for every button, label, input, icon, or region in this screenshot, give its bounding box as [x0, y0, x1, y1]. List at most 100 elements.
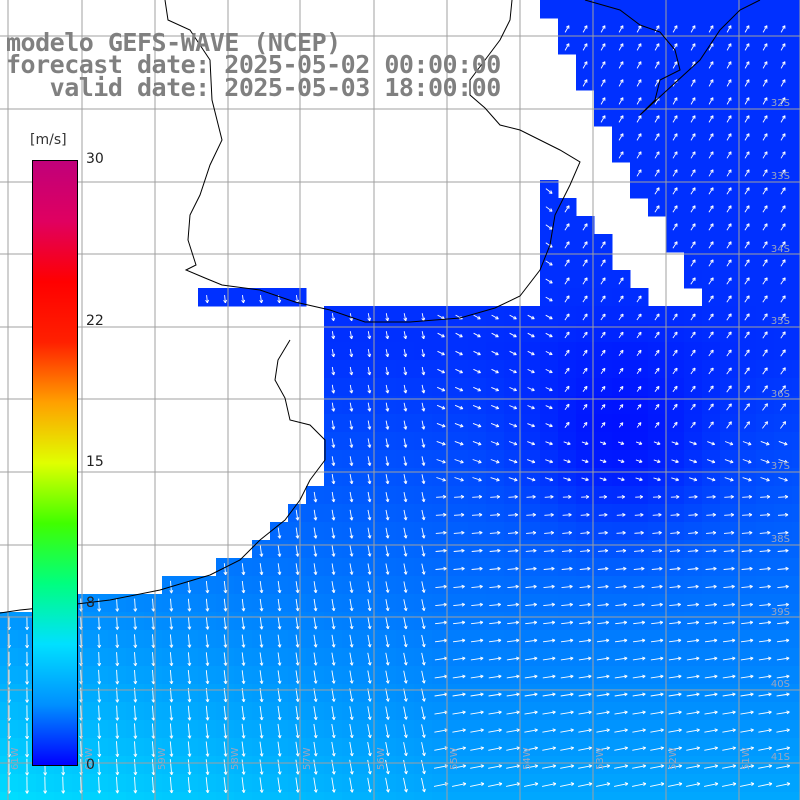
wind-arrow [349, 777, 354, 793]
wind-cell [558, 504, 577, 523]
wind-cell [342, 738, 361, 757]
wind-cell [450, 666, 469, 685]
wind-cell [378, 378, 397, 397]
wind-cell [558, 468, 577, 487]
wind-arrow [618, 61, 624, 69]
wind-cell [396, 468, 415, 487]
wind-arrow [133, 776, 138, 794]
wind-cell [288, 666, 307, 685]
wind-arrow [668, 728, 682, 733]
wind-cell [576, 504, 595, 523]
wind-arrow [349, 759, 354, 775]
wind-arrow [599, 494, 608, 499]
wind-arrow [762, 295, 768, 303]
wind-arrow [762, 421, 769, 429]
wind-arrow [436, 477, 446, 482]
wind-arrow [578, 728, 592, 733]
wind-cell [396, 342, 415, 361]
wind-arrow [708, 313, 714, 321]
wind-arrow [650, 638, 664, 643]
wind-arrow [741, 620, 754, 625]
wind-cell [738, 270, 757, 289]
wind-arrow [542, 728, 556, 733]
wind-arrow [367, 331, 372, 340]
wind-arrow [614, 692, 628, 697]
wind-cell [414, 666, 433, 685]
wind-cell [774, 36, 793, 55]
wind-arrow [654, 313, 660, 321]
wind-arrow [241, 670, 246, 684]
wind-arrow [313, 777, 318, 793]
wind-cell [504, 774, 523, 793]
wind-cell [378, 432, 397, 451]
wind-arrow [636, 385, 642, 392]
wind-cell [558, 540, 577, 559]
wind-arrow [726, 133, 732, 141]
wind-cell [486, 396, 505, 415]
wind-arrow [762, 25, 768, 33]
wind-cell [540, 486, 559, 505]
wind-arrow [744, 277, 750, 285]
wind-arrow [758, 746, 772, 751]
wind-arrow [578, 746, 592, 751]
wind-arrow [708, 79, 714, 87]
wind-cell [792, 648, 800, 667]
wind-arrow [615, 602, 627, 607]
wind-cell [378, 684, 397, 703]
wind-cell [738, 540, 757, 559]
wind-cell [630, 792, 649, 800]
wind-arrow [650, 656, 664, 661]
wind-arrow [545, 423, 553, 428]
wind-cell [36, 792, 55, 800]
wind-cell [324, 522, 343, 541]
wind-arrow [367, 599, 372, 612]
wind-cell [288, 684, 307, 703]
wind-arrow [582, 43, 588, 51]
wind-cell [324, 630, 343, 649]
wind-arrow [223, 652, 228, 666]
wind-arrow [205, 670, 210, 685]
wind-arrow [600, 404, 606, 410]
wind-cell [468, 792, 487, 800]
wind-arrow [115, 741, 120, 758]
wind-arrow [349, 331, 354, 340]
wind-cell [342, 594, 361, 613]
wind-arrow [636, 151, 642, 159]
wind-arrow [618, 277, 624, 285]
wind-arrow [597, 620, 610, 625]
wind-arrow [367, 688, 372, 702]
wind-arrow [507, 548, 519, 553]
wind-arrow [187, 580, 192, 594]
wind-cell [522, 522, 541, 541]
wind-cell [774, 756, 793, 775]
wind-cell [432, 342, 451, 361]
wind-arrow [421, 652, 426, 666]
wind-cell [522, 378, 541, 397]
wind-arrow [241, 741, 246, 757]
wind-arrow [726, 25, 732, 33]
wind-cell [576, 648, 595, 667]
wind-arrow [313, 741, 318, 757]
wind-cell [432, 756, 451, 775]
wind-cell [342, 414, 361, 433]
wind-cell [612, 18, 631, 37]
wind-arrow [777, 584, 789, 589]
wind-arrow [704, 764, 719, 769]
wind-arrow [780, 295, 786, 303]
wind-cell [342, 486, 361, 505]
wind-arrow [367, 527, 372, 539]
wind-arrow [707, 441, 716, 446]
wind-cell [612, 468, 631, 487]
wind-arrow [133, 741, 138, 757]
wind-arrow [527, 314, 535, 320]
wind-arrow [722, 710, 736, 715]
wind-cell [792, 702, 800, 721]
wind-arrow [385, 652, 390, 666]
wind-cell [702, 792, 721, 800]
wind-arrow [564, 205, 570, 213]
wind-arrow [25, 723, 29, 740]
wind-cell [756, 468, 775, 487]
wind-cell [450, 378, 469, 397]
wind-cell [450, 792, 469, 800]
latitude-label: 35S [771, 316, 790, 327]
